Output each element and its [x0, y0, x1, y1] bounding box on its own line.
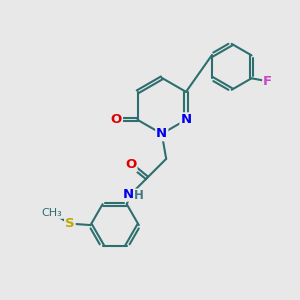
Text: N: N: [156, 127, 167, 140]
Text: F: F: [263, 75, 272, 88]
Text: S: S: [65, 217, 75, 230]
Text: O: O: [111, 113, 122, 126]
Text: N: N: [123, 188, 134, 201]
Text: CH₃: CH₃: [42, 208, 63, 218]
Text: N: N: [180, 113, 192, 126]
Text: O: O: [125, 158, 136, 171]
Text: H: H: [134, 189, 144, 202]
